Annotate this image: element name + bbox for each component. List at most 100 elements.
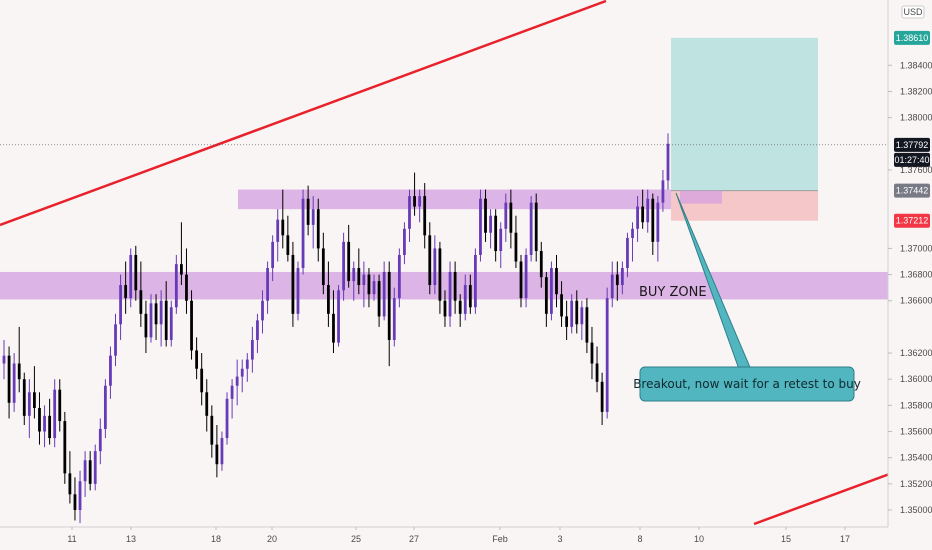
candle-body (357, 268, 361, 286)
candle-body (636, 206, 639, 229)
candle-body (93, 451, 97, 484)
candle-body (195, 350, 199, 369)
candle-body (423, 196, 427, 236)
price-tag[interactable] (894, 30, 930, 45)
candle-body (53, 389, 57, 439)
candle-body (631, 228, 634, 238)
candle-body (119, 285, 122, 325)
candle-body (281, 219, 285, 236)
price-tick-label: 1.38200 (900, 86, 932, 96)
candle-body (311, 209, 315, 225)
candle-body (590, 342, 594, 364)
candle-body (134, 254, 138, 291)
candle-body (154, 303, 158, 325)
candle-body (48, 415, 52, 439)
candle-body (428, 235, 432, 286)
time-tick-label: 13 (126, 534, 136, 544)
candle-body (468, 285, 472, 308)
candle-body (337, 290, 340, 343)
candle-body (240, 368, 244, 377)
candle-body (403, 228, 406, 255)
candle-body (73, 494, 77, 510)
candle-body (205, 392, 209, 416)
candle-body (12, 363, 16, 403)
candle-body (124, 285, 128, 299)
candle-body (250, 339, 254, 360)
callout-text: Breakout, now wait for a retest to buy (633, 377, 861, 391)
time-tick-label: 3 (557, 534, 562, 544)
candle-body (114, 324, 117, 356)
candle-body (372, 281, 376, 295)
candle-body (524, 254, 528, 299)
candle-body (433, 248, 437, 286)
candle-body (610, 274, 614, 299)
candle-body (550, 268, 553, 314)
candle-body (185, 274, 188, 301)
candle-body (560, 294, 563, 317)
candle-body (646, 198, 650, 223)
price-tag-label: 1.37212 (896, 216, 929, 226)
candle-body (661, 180, 665, 203)
candle-body (605, 298, 609, 412)
callout-box[interactable] (639, 366, 855, 402)
candle-body (174, 264, 178, 308)
candle-body (271, 241, 275, 269)
price-tick-label: 1.35600 (900, 427, 932, 437)
candle-body (225, 398, 229, 439)
price-tick-label: 1.38400 (900, 60, 932, 70)
candle-body (509, 202, 513, 233)
candle-body (534, 202, 538, 252)
candle-body (256, 320, 259, 340)
candle-body (347, 241, 351, 282)
candle-body (539, 251, 543, 278)
candle-body (641, 206, 645, 223)
price-tick-label: 1.35800 (900, 400, 932, 410)
price-tag[interactable] (894, 152, 930, 167)
candle-body (382, 271, 386, 317)
candle-body (63, 421, 67, 474)
price-axis[interactable] (888, 0, 932, 550)
candle-body (291, 254, 295, 314)
candle-body (418, 196, 422, 207)
candle-body (7, 355, 11, 403)
candle-body (544, 277, 548, 314)
candle-body (453, 271, 457, 301)
candle-body (479, 198, 482, 255)
price-tick-label: 1.35000 (900, 505, 932, 515)
candle-body (22, 379, 26, 416)
price-tag[interactable] (894, 183, 930, 198)
price-tick-label: 1.35200 (900, 479, 932, 489)
candle-body (286, 235, 290, 255)
candle-body (362, 274, 366, 286)
candle-body (33, 392, 36, 408)
candle-body (159, 300, 163, 325)
time-tick-label: 15 (781, 534, 791, 544)
candle-body (555, 268, 558, 295)
currency-badge[interactable] (901, 5, 925, 19)
buy-zone-label: BUY ZONE (639, 285, 707, 300)
price-tag[interactable] (894, 213, 930, 228)
resistance-zone (238, 189, 720, 210)
candle-body (443, 300, 447, 317)
candle-body (580, 307, 584, 325)
candle-body (448, 271, 452, 317)
time-tick-label: 20 (267, 534, 277, 544)
candle-body (494, 215, 498, 252)
candle-body (43, 415, 46, 432)
lower-trendline[interactable] (753, 470, 896, 526)
candle-body (565, 316, 569, 327)
candle-body (103, 385, 107, 429)
candle-body (215, 444, 219, 465)
position-profit-area (671, 37, 818, 191)
candle-body (164, 300, 168, 340)
candle-body (352, 268, 356, 282)
candle-body (458, 300, 462, 314)
currency-label: USD (903, 7, 923, 17)
candle-body (220, 438, 224, 465)
candle-body (514, 232, 518, 262)
candle-body (68, 473, 72, 495)
price-tag[interactable] (894, 137, 930, 152)
upper-trendline[interactable] (0, 0, 607, 227)
candle-body (342, 241, 345, 291)
